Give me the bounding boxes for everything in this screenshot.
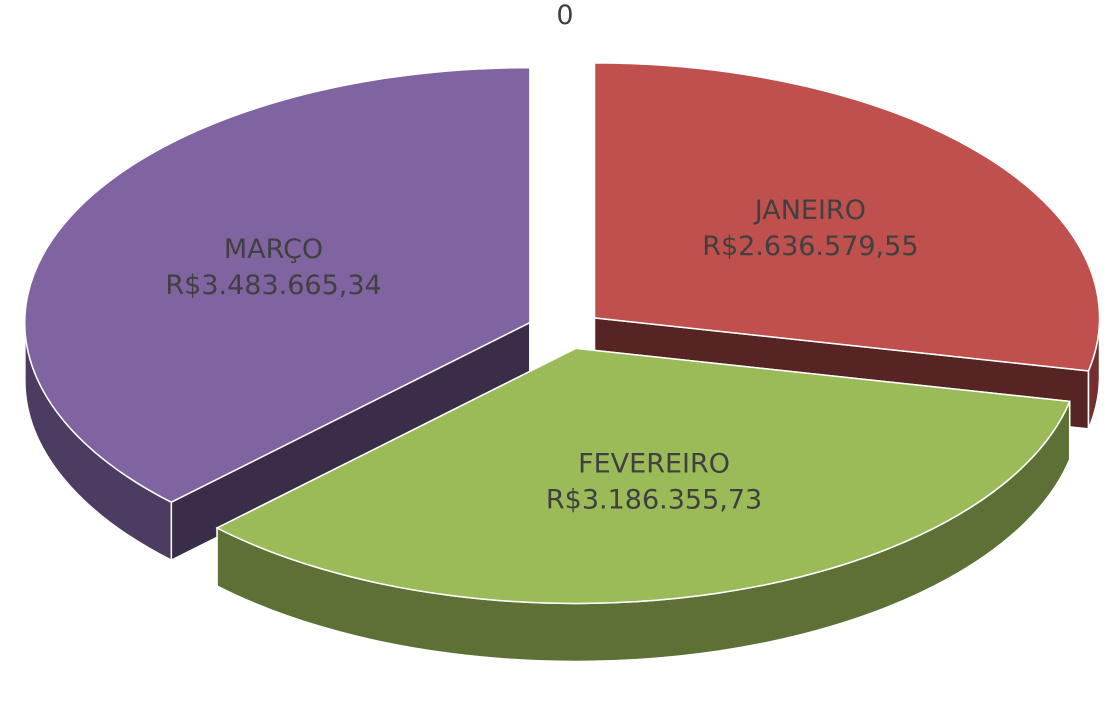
slice-top [593, 62, 1101, 372]
slice-top [215, 347, 1071, 605]
slice [24, 66, 531, 562]
slice-top [24, 66, 531, 504]
data-label-value: R$3.186.355,73 [546, 484, 762, 515]
data-label-category: MARÇO [224, 234, 323, 265]
data-label-category: JANEIRO [753, 195, 866, 226]
data-label-category: FEVEREIRO [578, 448, 730, 479]
slice [215, 347, 1071, 663]
data-label-value: R$2.636.579,55 [702, 231, 918, 262]
data-label-value: R$3.483.665,34 [165, 270, 381, 301]
data-label-value: 0 [556, 0, 573, 31]
